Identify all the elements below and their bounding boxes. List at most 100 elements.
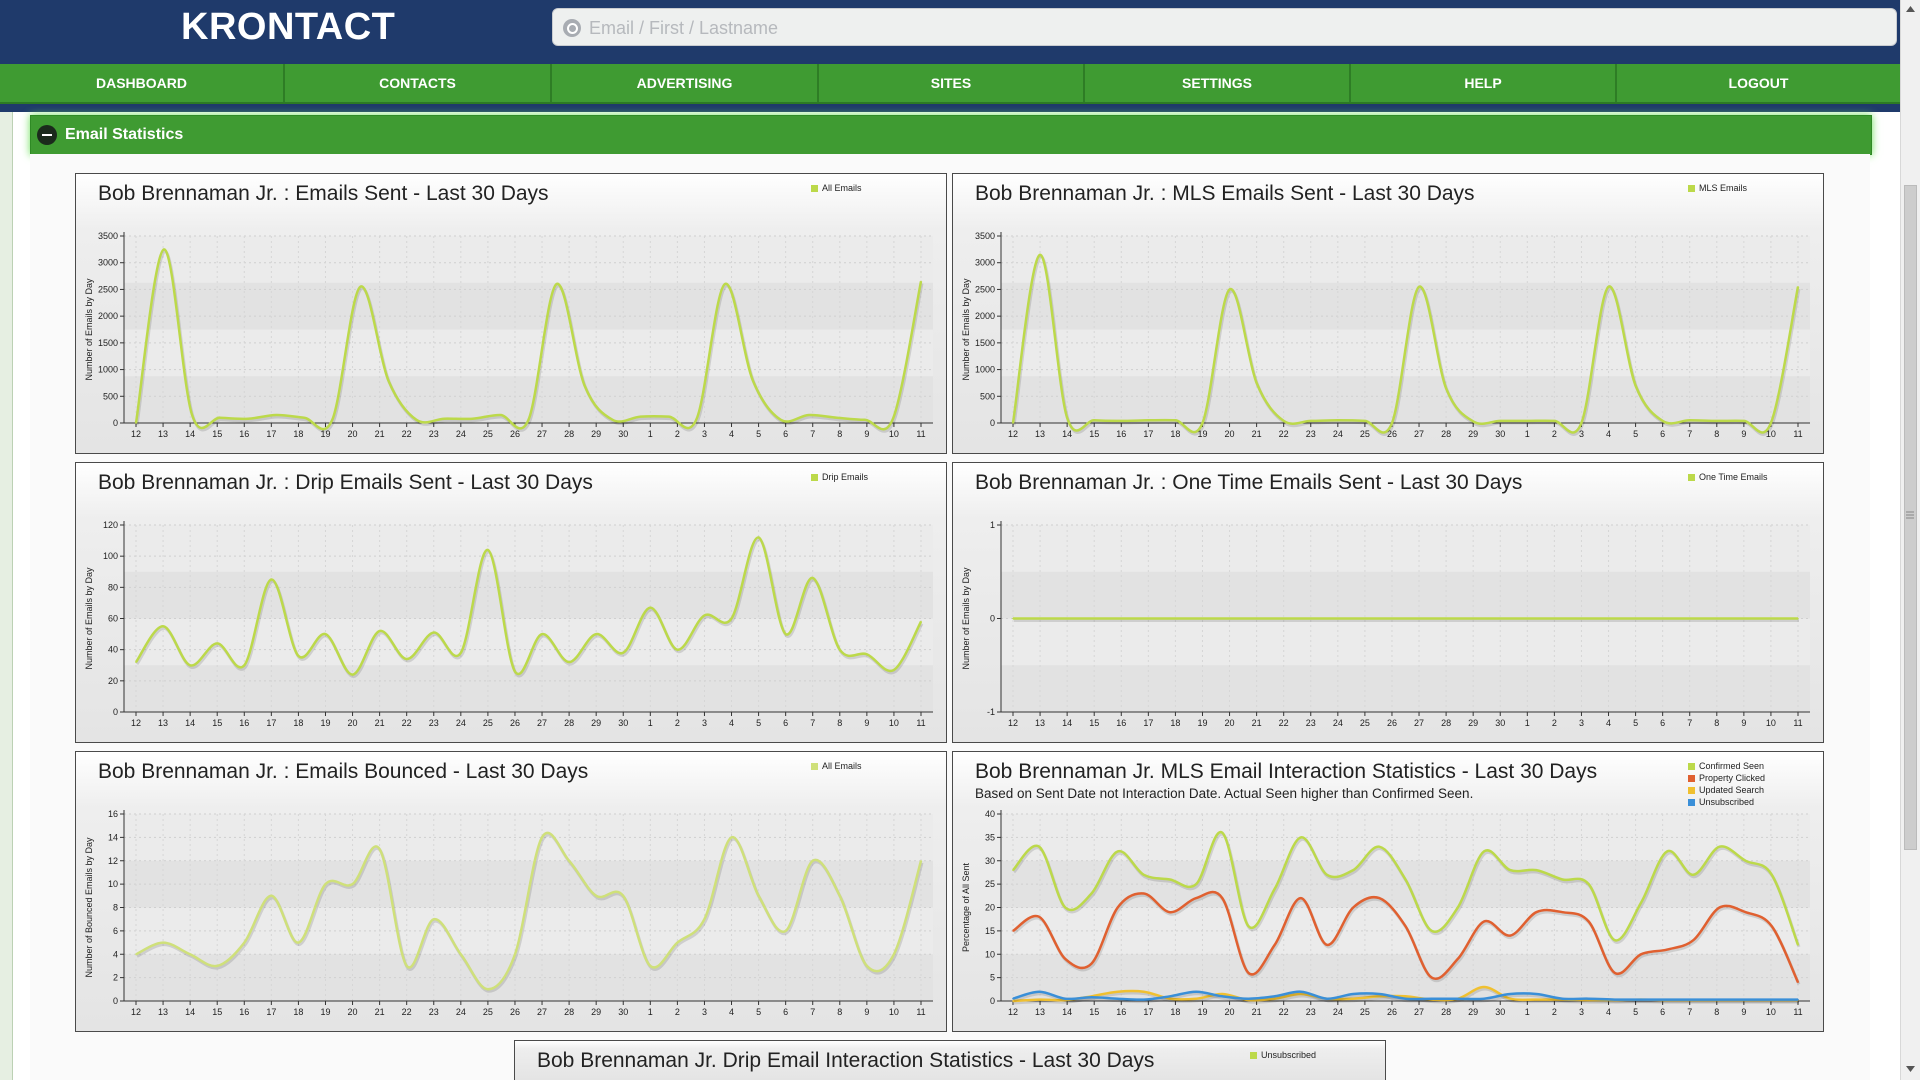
x-tick-label: 1 xyxy=(648,1007,653,1017)
x-tick-label: 19 xyxy=(320,1007,330,1017)
data-point xyxy=(1116,990,1119,993)
x-tick-label: 9 xyxy=(864,429,869,439)
legend-label: Drip Emails xyxy=(822,472,869,482)
legend-item: Property Clicked xyxy=(1688,772,1765,784)
x-tick-label: 22 xyxy=(1279,429,1289,439)
data-point xyxy=(1337,419,1339,422)
data-point xyxy=(1012,1000,1014,1002)
x-tick-label: 27 xyxy=(537,429,547,439)
x-tick-label: 29 xyxy=(1468,1007,1478,1017)
x-tick-label: 2 xyxy=(1552,718,1557,728)
data-point xyxy=(1039,253,1041,256)
plot-band xyxy=(1001,907,1810,955)
data-point xyxy=(1561,997,1564,1000)
plot-band xyxy=(124,376,933,423)
data-point xyxy=(1587,997,1590,1000)
data-point xyxy=(1666,850,1668,853)
data-point xyxy=(780,418,782,421)
app-logo[interactable]: KRONTACT xyxy=(181,6,396,48)
data-point xyxy=(1457,997,1459,1000)
arrow-up-icon[interactable] xyxy=(1904,2,1917,16)
data-point xyxy=(1147,419,1150,422)
data-point xyxy=(297,941,300,944)
data-point xyxy=(1169,878,1171,881)
minus-circle-icon[interactable] xyxy=(37,125,57,145)
data-point xyxy=(622,895,625,897)
email-statistics-header[interactable]: Email Statistics xyxy=(30,115,1872,155)
data-point xyxy=(568,859,570,862)
nav-advertising[interactable]: ADVERTISING xyxy=(552,64,819,102)
data-point xyxy=(893,669,895,671)
x-tick-label: 4 xyxy=(1606,1007,1611,1017)
legend-label: All Emails xyxy=(822,761,862,771)
x-tick-label: 26 xyxy=(1387,429,1397,439)
y-tick-label: 0 xyxy=(990,418,995,428)
y-axis-label: Number of Emails by Day xyxy=(84,567,94,670)
y-tick-label: 25 xyxy=(985,879,995,889)
data-point xyxy=(1535,869,1538,871)
y-tick-label: 3000 xyxy=(975,258,995,268)
nav-settings[interactable]: SETTINGS xyxy=(1085,64,1351,102)
y-tick-label: 20 xyxy=(985,903,995,913)
y-tick-label: 16 xyxy=(108,809,118,819)
x-tick-label: 22 xyxy=(402,1007,412,1017)
x-tick-label: 28 xyxy=(564,718,574,728)
vertical-scrollbar[interactable] xyxy=(1900,0,1920,1080)
data-point xyxy=(351,883,354,885)
data-point xyxy=(1352,993,1354,995)
x-tick-label: 15 xyxy=(1089,429,1099,439)
data-point xyxy=(487,988,489,991)
x-tick-label: 24 xyxy=(456,718,466,728)
nav-dashboard[interactable]: DASHBOARD xyxy=(0,64,285,102)
nav-contacts[interactable]: CONTACTS xyxy=(285,64,552,102)
data-point xyxy=(1326,944,1328,946)
y-tick-label: 12 xyxy=(108,856,118,866)
arrow-down-icon[interactable] xyxy=(1904,1062,1917,1076)
x-tick-label: 26 xyxy=(1387,1007,1397,1017)
data-point xyxy=(189,953,191,956)
x-tick-label: 1 xyxy=(1525,718,1530,728)
x-tick-label: 15 xyxy=(212,718,222,728)
data-point xyxy=(1169,995,1171,998)
data-point xyxy=(1174,617,1177,620)
data-point xyxy=(1273,944,1276,946)
y-tick-label: 10 xyxy=(108,879,118,889)
data-point xyxy=(460,651,462,654)
x-tick-label: 29 xyxy=(1468,429,1478,439)
data-point xyxy=(1457,958,1459,960)
x-tick-label: 4 xyxy=(729,718,734,728)
nav-help[interactable]: HELP xyxy=(1351,64,1617,102)
data-point xyxy=(387,379,390,382)
search-bar[interactable] xyxy=(552,8,1897,47)
x-tick-label: 11 xyxy=(916,1007,925,1017)
x-tick-label: 11 xyxy=(1793,429,1802,439)
chart-title: Bob Brennaman Jr. : Drip Emails Sent - L… xyxy=(98,471,593,494)
x-tick-label: 19 xyxy=(1197,718,1207,728)
x-tick-label: 28 xyxy=(564,1007,574,1017)
data-point xyxy=(1143,990,1145,993)
x-tick-label: 20 xyxy=(1225,718,1235,728)
nav-logout[interactable]: LOGOUT xyxy=(1728,75,1789,91)
data-point xyxy=(1797,998,1799,1001)
legend-label: Unsubscribed xyxy=(1699,797,1755,807)
legend-label: Unsubscribed xyxy=(1261,1050,1317,1060)
y-tick-label: 60 xyxy=(108,614,118,624)
series-line xyxy=(135,831,923,991)
x-tick-label: 26 xyxy=(510,429,520,439)
x-tick-label: 13 xyxy=(158,429,168,439)
x-tick-label: 9 xyxy=(1741,1007,1746,1017)
x-tick-label: 6 xyxy=(1660,1007,1665,1017)
search-input[interactable] xyxy=(587,9,1891,47)
x-tick-label: 15 xyxy=(212,429,222,439)
x-tick-label: 5 xyxy=(1633,1007,1638,1017)
y-tick-label: 2500 xyxy=(975,284,995,294)
data-point xyxy=(1038,916,1040,918)
nav-sites[interactable]: SITES xyxy=(819,64,1085,102)
data-point xyxy=(1770,422,1772,424)
data-point xyxy=(811,577,814,579)
data-point xyxy=(1326,873,1328,876)
data-point xyxy=(1744,998,1747,1001)
chart-legend: MLS Emails xyxy=(1688,182,1747,194)
